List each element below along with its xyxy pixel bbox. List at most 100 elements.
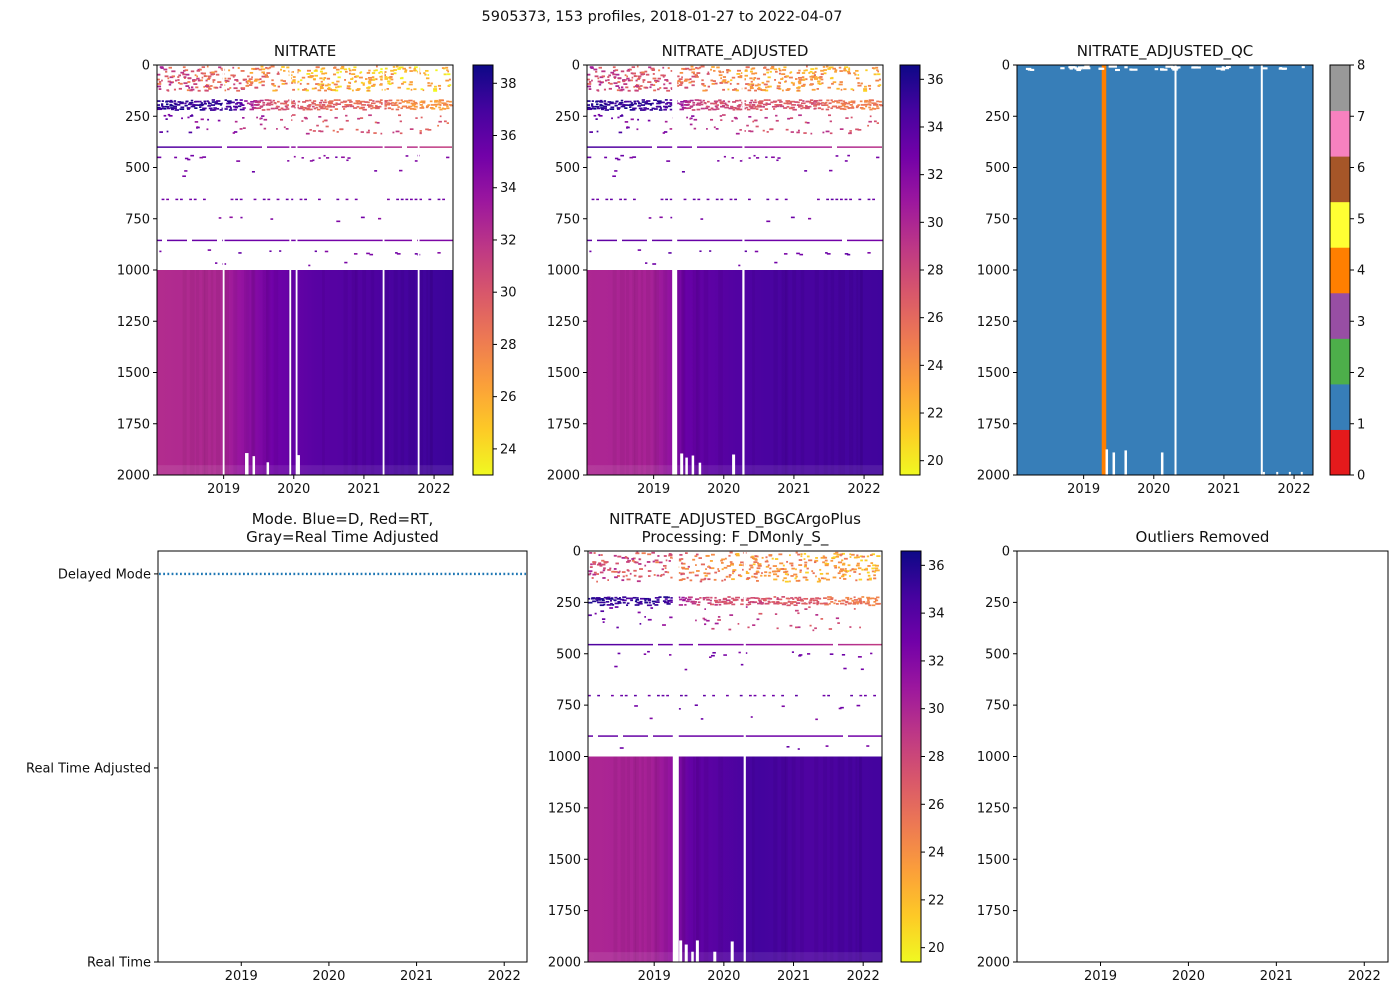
x-tick-label: 2022 bbox=[1278, 482, 1311, 497]
colorbar-tick-label: 34 bbox=[927, 120, 944, 135]
y-tick-label: 500 bbox=[985, 161, 1010, 176]
colorbar-tick-label: 36 bbox=[927, 73, 944, 88]
y-tick-label: 500 bbox=[556, 647, 581, 662]
x-tick-label: 2021 bbox=[400, 969, 433, 984]
colorbar-tick-label: 8 bbox=[1357, 59, 1365, 74]
colorbar-tick-label: 24 bbox=[927, 359, 944, 374]
axes-frame bbox=[1016, 64, 1314, 476]
y-tick-label: 750 bbox=[125, 212, 150, 227]
x-tick-label: 2019 bbox=[1084, 969, 1117, 984]
colorbar-tick-label: 6 bbox=[1357, 161, 1365, 176]
x-tick-label: 2020 bbox=[707, 482, 740, 497]
colorbar-tick-label: 32 bbox=[500, 233, 517, 248]
y-tick-label: 250 bbox=[985, 596, 1010, 611]
qc-orange-stripe bbox=[1101, 65, 1107, 475]
y-tick-label: 2000 bbox=[117, 469, 150, 484]
x-tick-label: 2021 bbox=[777, 482, 810, 497]
x-tick-label: 2022 bbox=[1348, 969, 1381, 984]
colorbar-tick-label: 30 bbox=[928, 702, 945, 717]
y-tick-label: 750 bbox=[555, 212, 580, 227]
x-tick-label: 2020 bbox=[1172, 969, 1205, 984]
colorbar-tick-label: 30 bbox=[927, 216, 944, 231]
y-tick-label: 1750 bbox=[548, 904, 581, 919]
colorbar-nitrate: 38 36 34 32 30 28 26 24 bbox=[472, 64, 517, 476]
x-tick-label: 2022 bbox=[488, 969, 521, 984]
colorbar-tick-label: 26 bbox=[927, 311, 944, 326]
y-tick-label: 1500 bbox=[977, 366, 1010, 381]
y-tick-label: 1750 bbox=[547, 417, 580, 432]
y-tick-label: 250 bbox=[555, 110, 580, 125]
subplot-title: Processing: F_DMonly_S_ bbox=[642, 528, 829, 547]
y-tick-label: 1000 bbox=[548, 750, 581, 765]
y-tick-label: 2000 bbox=[547, 469, 580, 484]
subplot-title: NITRATE bbox=[274, 42, 336, 60]
y-tick-label: 1500 bbox=[977, 853, 1010, 868]
subplot-mode: Mode. Blue=D, Red=RT,Gray=Real Time Adju… bbox=[26, 510, 528, 984]
x-tick-label: 2020 bbox=[277, 482, 310, 497]
x-tick-label: 2021 bbox=[347, 482, 380, 497]
colorbar-tick-label: 28 bbox=[927, 264, 944, 279]
colorbar-tick-label: 20 bbox=[927, 454, 944, 469]
subplot-title: Outliers Removed bbox=[1136, 528, 1270, 546]
subplot-nitrate: NITRATE 0 250 500 750 1000 1250 1500 1750 2000 201… bbox=[117, 42, 517, 497]
y-tick-label: 1250 bbox=[547, 315, 580, 330]
y-tick-label: 0 bbox=[1002, 545, 1010, 560]
y-tick-label: 500 bbox=[985, 647, 1010, 662]
deep-block bbox=[157, 270, 453, 475]
x-tick-label: 2021 bbox=[1207, 482, 1240, 497]
colorbar-tick-label: 30 bbox=[500, 286, 517, 301]
x-tick-label: 2020 bbox=[312, 969, 345, 984]
x-tick-label: 2022 bbox=[418, 482, 451, 497]
y-tick-label: 1000 bbox=[977, 264, 1010, 279]
subplot-title: NITRATE_ADJUSTED bbox=[662, 42, 809, 61]
subplot-nitrate_adjusted: NITRATE_ADJUSTED 0 250 500 750 1000 1250 1500 17… bbox=[547, 42, 944, 497]
colorbar-tick-label: 1 bbox=[1357, 417, 1365, 432]
colorbar-tick-label: 0 bbox=[1357, 469, 1365, 484]
axes-frame bbox=[587, 550, 883, 963]
colorbar-tick-label: 36 bbox=[928, 559, 945, 574]
axes-frame bbox=[157, 550, 528, 963]
colorbar-tick-label: 34 bbox=[500, 181, 517, 196]
x-tick-label: 2021 bbox=[1260, 969, 1293, 984]
figure-suptitle: 5905373, 153 profiles, 2018-01-27 to 202… bbox=[481, 9, 843, 25]
colorbar-tick-label: 26 bbox=[500, 390, 517, 405]
y-tick-label: 2000 bbox=[977, 469, 1010, 484]
colorbar-tick-label: 34 bbox=[928, 607, 945, 622]
colorbar-nitrate_adjusted: 36 34 32 30 28 26 24 22 20 bbox=[899, 64, 944, 476]
y-tick-label: 250 bbox=[985, 110, 1010, 125]
colorbar-tick-label: 4 bbox=[1357, 264, 1365, 279]
subplot-title: NITRATE_ADJUSTED_BGCArgoPlus bbox=[609, 510, 861, 529]
x-tick-label: 2019 bbox=[207, 482, 240, 497]
colorbar-tick-label: 22 bbox=[928, 893, 945, 908]
y-tick-label: Real Time bbox=[87, 956, 151, 971]
y-tick-label: Delayed Mode bbox=[58, 567, 151, 582]
x-tick-label: 2020 bbox=[1137, 482, 1170, 497]
colorbar-tick-label: 5 bbox=[1357, 212, 1365, 227]
y-tick-label: 0 bbox=[142, 59, 150, 74]
x-tick-label: 2022 bbox=[848, 482, 881, 497]
y-tick-label: 1750 bbox=[117, 417, 150, 432]
y-tick-label: 1500 bbox=[547, 366, 580, 381]
y-tick-label: 1250 bbox=[548, 801, 581, 816]
y-tick-label: 1250 bbox=[977, 801, 1010, 816]
y-tick-label: 2000 bbox=[548, 956, 581, 971]
axes-frame bbox=[156, 64, 454, 476]
x-tick-label: 2021 bbox=[777, 969, 810, 984]
y-tick-label: 250 bbox=[556, 596, 581, 611]
y-tick-label: 0 bbox=[572, 59, 580, 74]
colorbar-tick-label: 28 bbox=[500, 338, 517, 353]
subplot-title: Gray=Real Time Adjusted bbox=[246, 528, 439, 546]
x-tick-label: 2022 bbox=[847, 969, 880, 984]
colorbar-tick-label: 7 bbox=[1357, 110, 1365, 125]
colorbar-tick-label: 22 bbox=[927, 407, 944, 422]
y-tick-label: 1750 bbox=[977, 417, 1010, 432]
axes-frame bbox=[586, 64, 884, 476]
y-tick-label: 750 bbox=[985, 699, 1010, 714]
deep-block bbox=[588, 756, 882, 962]
y-tick-label: Real Time Adjusted bbox=[26, 761, 151, 776]
colorbar-tick-label: 32 bbox=[927, 168, 944, 183]
subplot-title: NITRATE_ADJUSTED_QC bbox=[1077, 42, 1254, 61]
y-tick-label: 250 bbox=[125, 110, 150, 125]
colorbar-tick-label: 26 bbox=[928, 798, 945, 813]
